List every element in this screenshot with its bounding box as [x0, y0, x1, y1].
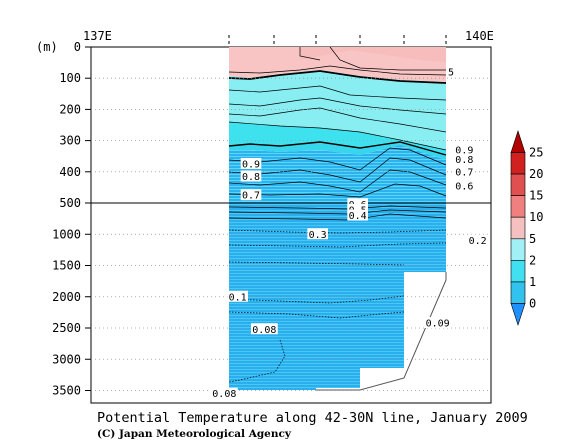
- y-tick-label-2500: 2500: [52, 321, 81, 335]
- chart-title: Potential Temperature along 42-30N line,…: [97, 410, 528, 426]
- contour-label-12: 0.2: [469, 236, 487, 247]
- fill-band-0-1-lower: [229, 203, 446, 390]
- y-tick-label-1000: 1000: [52, 227, 81, 241]
- contour-label-1: 0.9: [455, 145, 473, 156]
- y-tick-label-3000: 3000: [52, 352, 81, 366]
- contour-label-box-1: [454, 143, 475, 155]
- depth-grid: [91, 77, 491, 391]
- y-tick-label-100: 100: [59, 71, 81, 85]
- upper-panel-fill: [229, 47, 446, 203]
- y-tick-label-3500: 3500: [52, 384, 81, 398]
- contour-label-4: 0.6: [455, 181, 473, 192]
- contour-label-box-10: [347, 209, 368, 221]
- contour-labels: 50.90.80.70.60.90.80.70.60.50.40.30.20.1…: [210, 65, 488, 400]
- colorbar-swatch-3: [510, 195, 526, 218]
- seafloor-outline: [316, 272, 447, 391]
- y-tick-label-2000: 2000: [52, 290, 81, 304]
- colorbar-swatch-8: [510, 303, 526, 326]
- colorbar-swatch-4: [510, 216, 526, 240]
- contour-label-2: 0.8: [455, 155, 473, 166]
- colorbar-label-2: 2: [529, 253, 536, 267]
- contour-label-box-7: [240, 189, 262, 201]
- colorbar-swatch-7: [510, 281, 526, 304]
- contour-label-7: 0.7: [242, 191, 260, 202]
- colorbar-label-1: 1: [529, 275, 536, 289]
- contour-label-14: 0.09: [426, 319, 450, 330]
- fill-band-1-2: [229, 122, 446, 155]
- colorbar-swatch-0: [510, 130, 526, 153]
- contour-label-box-13: [227, 290, 248, 302]
- contour-label-box-4: [454, 179, 475, 191]
- y-tick-label-200: 200: [59, 102, 81, 116]
- contour-label-box-5: [240, 158, 262, 169]
- y-tick-label-300: 300: [59, 134, 81, 148]
- colorbar-label-5: 5: [529, 232, 536, 246]
- contour-label-16: 0.08: [212, 389, 236, 400]
- contour-label-13: 0.1: [229, 292, 247, 303]
- contour-label-box-6: [240, 170, 262, 182]
- colorbar-label-0: 0: [529, 296, 536, 310]
- x-tick-label-140E: 140E: [465, 29, 494, 43]
- depth-unit-label: (m): [36, 40, 58, 54]
- colorbar-label-20: 20: [529, 167, 543, 181]
- colorbar-swatch-6: [510, 260, 526, 283]
- y-tick-label-0: 0: [74, 40, 81, 54]
- colorbar-swatch-5: [510, 238, 526, 261]
- contour-label-box-12: [467, 234, 488, 246]
- x-tick-label-137E: 137E: [83, 29, 112, 43]
- colorbar-label-15: 15: [529, 189, 543, 203]
- colorbar-swatch-1: [510, 152, 526, 175]
- contour-label-15: 0.08: [252, 325, 276, 336]
- contour-label-10: 0.4: [349, 211, 367, 222]
- y-tick-label-1500: 1500: [52, 259, 81, 273]
- contour-label-box-8: [347, 198, 368, 210]
- y-tick-label-500: 500: [59, 196, 81, 210]
- colorbar-label-10: 10: [529, 210, 543, 224]
- contour-label-box-15: [250, 323, 278, 335]
- top-axis: 137E 140E: [83, 29, 494, 47]
- depth-axis: 0 100 200 300 400 500 1000 1500 2000 2500 3000 3500: [52, 40, 91, 398]
- contour-label-box-9: [347, 203, 368, 215]
- contour-label-box-0: [446, 65, 456, 77]
- colorbar-label-25: 25: [529, 146, 543, 160]
- contour-lines-upper: [228, 46, 447, 198]
- contour-label-5: 0.9: [242, 160, 260, 171]
- contour-label-box-14: [424, 317, 452, 328]
- contour-label-0: 5: [448, 67, 454, 78]
- fill-band-10-15: [300, 47, 446, 62]
- colorbar-swatch-2: [510, 173, 526, 196]
- y-tick-label-400: 400: [59, 165, 81, 179]
- contour-label-6: 0.8: [242, 172, 260, 183]
- contour-label-box-11: [307, 228, 328, 240]
- contour-label-box-2: [454, 153, 475, 165]
- contour-label-11: 0.3: [309, 230, 327, 241]
- contour-label-box-3: [454, 165, 475, 177]
- credit-text: (C) Japan Meteorological Agency: [97, 428, 292, 440]
- contour-label-box-16: [210, 387, 238, 399]
- fill-band-1-2-lower: [229, 142, 446, 160]
- contour-label-3: 0.7: [455, 167, 473, 178]
